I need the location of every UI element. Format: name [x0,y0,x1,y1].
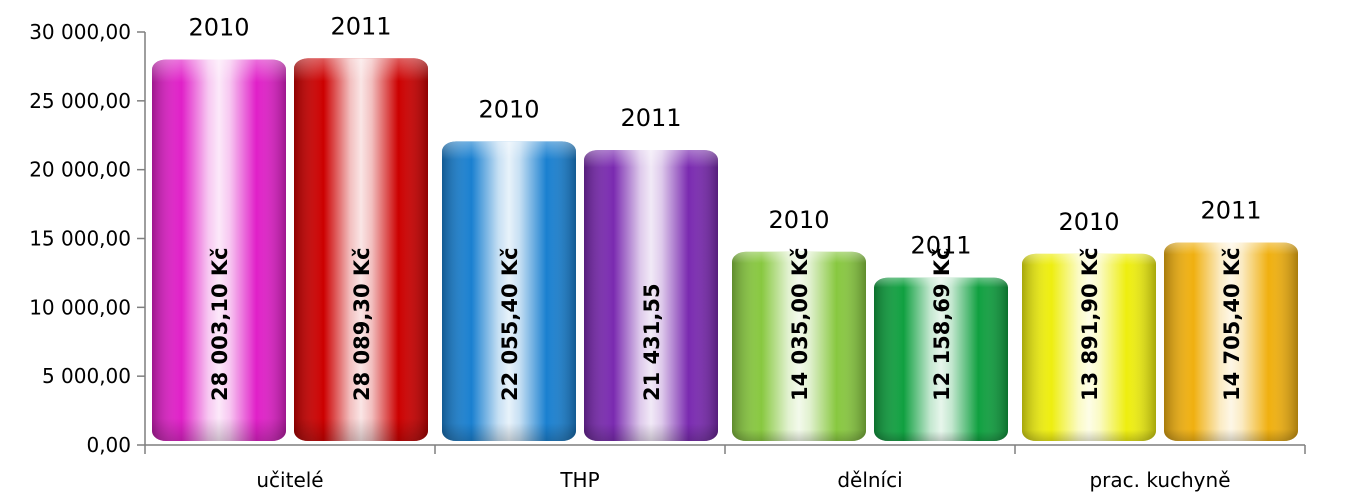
labels: 2010 28 003,10 Kč 2011 28 089,30 Kč 2010 22 0… [188,12,1261,401]
data-label: 22 055,40 Kč [498,247,522,401]
data-label: 12 158,69 Kč [930,247,954,401]
data-label: 28 003,10 Kč [208,247,232,401]
series-year-label: 2010 [768,206,829,234]
bars [152,58,1298,442]
series-year-label: 2010 [1058,208,1119,236]
bar [294,58,428,442]
series-year-label: 2011 [620,104,681,132]
data-label: 28 089,30 Kč [350,247,374,401]
series-year-label: 2011 [330,12,391,40]
x-axis: učitelé THP dělníci prac. kuchyně [144,444,1306,492]
series-year-label: 2011 [1200,197,1261,225]
y-tick-label: 25 000,00 [29,89,131,113]
bar-shade [584,149,718,442]
x-tick-label: prac. kuchyně [1089,468,1230,492]
y-tick-label: 0,00 [86,433,131,457]
y-tick-label: 30 000,00 [29,20,131,44]
bar [732,251,866,441]
y-axis: 0,00 5 000,00 10 000,00 15 000,00 20 000,00 2… [29,20,146,457]
series-year-label: 2011 [910,232,971,260]
bar [152,59,286,441]
bar [1022,253,1156,441]
bar-shade [1164,242,1298,441]
y-tick-label: 5 000,00 [42,364,131,388]
bar-shade [1022,253,1156,441]
x-tick-label: učitelé [256,468,323,492]
data-label: 21 431,55 [640,283,664,401]
bar [874,277,1008,441]
series-year-label: 2010 [188,13,249,41]
bar-shade [732,251,866,441]
y-tick-label: 10 000,00 [29,295,131,319]
bar [1164,242,1298,441]
bar [442,141,576,441]
bar-shade [294,58,428,442]
bar-shade [442,141,576,441]
data-label: 14 705,40 Kč [1220,247,1244,401]
x-tick-label: dělníci [837,468,902,492]
y-tick-label: 15 000,00 [29,227,131,251]
y-tick-label: 20 000,00 [29,158,131,182]
data-label: 13 891,90 Kč [1078,247,1102,401]
bar-shade [152,59,286,441]
data-label: 14 035,00 Kč [788,247,812,401]
series-year-label: 2010 [478,95,539,123]
x-tick-label: THP [559,468,599,492]
bar [584,149,718,442]
bar-shade [874,277,1008,441]
